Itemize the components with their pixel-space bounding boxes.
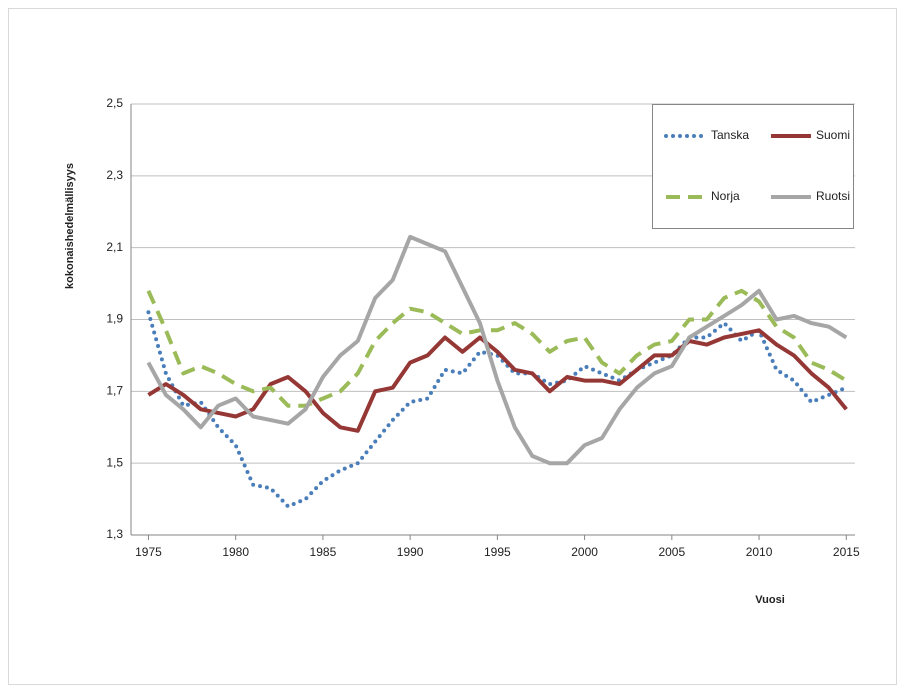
y-tick-label: 1,9: [106, 312, 123, 326]
y-tick-label: 2,5: [106, 96, 123, 110]
x-tick-label: 1975: [135, 545, 162, 559]
x-tick-label: 2000: [571, 545, 598, 559]
series-line: [146, 234, 848, 466]
x-tick-label: 2015: [833, 545, 860, 559]
legend-label: Ruotsi: [816, 189, 850, 203]
y-tick-label: 1,3: [106, 527, 123, 541]
y-tick-label: 2,1: [106, 240, 123, 254]
legend-label: Tanska: [711, 128, 749, 142]
legend: Tanska Suomi Norja Ruotsi: [652, 104, 854, 229]
x-tick-label: 1990: [397, 545, 424, 559]
y-tick-label: 2,3: [106, 168, 123, 182]
x-tick-label: 2010: [746, 545, 773, 559]
series-line: [147, 328, 848, 433]
series-line: [146, 310, 849, 509]
x-tick-label: 1985: [310, 545, 337, 559]
legend-label: Norja: [711, 189, 740, 203]
x-tick-label: 1995: [484, 545, 511, 559]
y-tick-label: 1,5: [106, 455, 123, 469]
y-tick-label: 1,7: [106, 384, 123, 398]
x-axis-title: Vuosi: [755, 594, 785, 606]
series-line: [146, 288, 848, 408]
legend-label: Suomi: [816, 128, 850, 142]
legend-box: [652, 104, 854, 229]
x-tick-label: 2005: [658, 545, 685, 559]
x-tick-label: 1980: [222, 545, 249, 559]
y-axis-title: kokonaishedelmällisyys: [64, 163, 76, 289]
